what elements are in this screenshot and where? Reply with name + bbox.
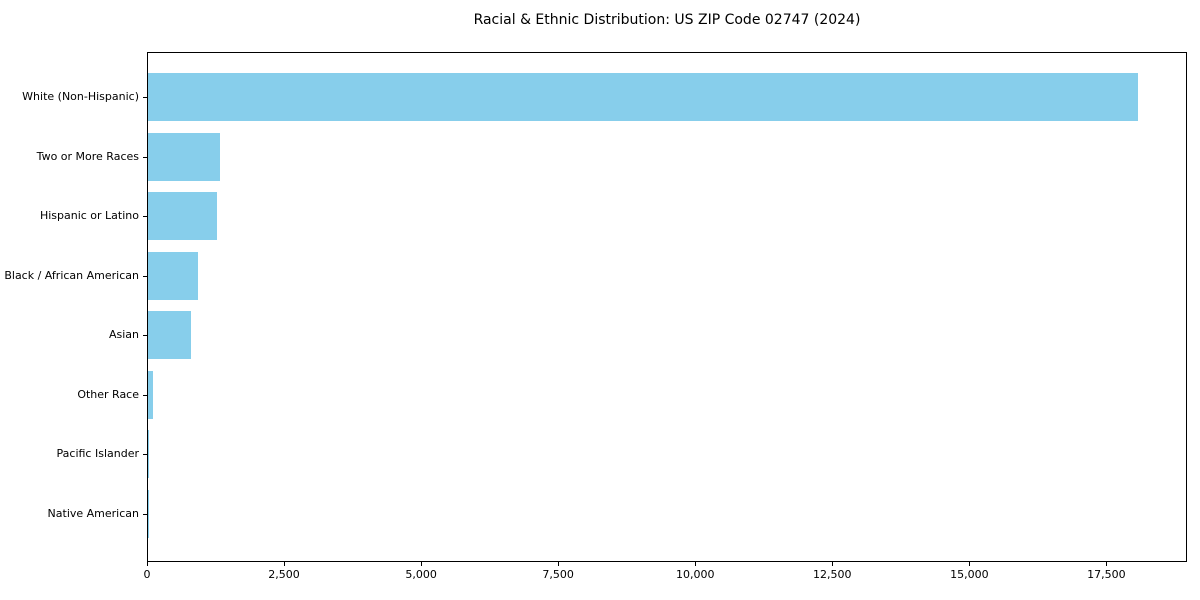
x-tick-mark (558, 562, 560, 566)
y-axis-label: Other Race (77, 387, 139, 401)
bar (148, 192, 217, 241)
y-axis-label: Native American (47, 507, 139, 520)
x-tick-label: 2,500 (268, 568, 300, 581)
y-tick-mark (143, 97, 147, 99)
y-tick-mark (143, 335, 147, 337)
y-axis-label: White (Non-Hispanic) (22, 90, 139, 104)
y-tick-mark (143, 156, 147, 158)
y-axis-label: Pacific Islander (56, 447, 139, 461)
y-axis-label: Black / African American (4, 268, 139, 282)
y-tick-mark (143, 216, 147, 218)
y-tick-mark (143, 514, 147, 515)
chart-title: Racial & Ethnic Distribution: US ZIP Cod… (473, 12, 861, 28)
x-tick-label: 0 (143, 568, 151, 581)
bar (148, 370, 153, 419)
y-tick-mark (143, 275, 147, 277)
x-tick-label: 17,500 (1087, 568, 1126, 581)
x-tick-mark (147, 562, 148, 566)
x-tick-label: 5,000 (405, 568, 437, 581)
bar (148, 311, 191, 360)
y-tick-mark (143, 454, 147, 456)
y-axis-label: Two or More Races (36, 149, 139, 163)
bar (148, 251, 199, 300)
x-tick-label: 10,000 (675, 568, 715, 581)
x-tick-mark (695, 562, 697, 566)
y-tick-mark (143, 394, 147, 396)
x-tick-mark (832, 562, 834, 566)
bar (148, 430, 149, 479)
x-tick-label: 7,500 (542, 568, 574, 581)
y-axis-label: Asian (108, 328, 139, 342)
x-tick-mark (1106, 562, 1108, 566)
x-tick-mark (969, 562, 971, 566)
y-axis-label: Hispanic or Latino (39, 209, 139, 223)
x-tick-label: 12,500 (813, 568, 852, 581)
plot-area (147, 52, 1187, 562)
x-tick-mark (421, 562, 423, 566)
bar (148, 132, 220, 181)
x-tick-label: 15,000 (950, 568, 989, 581)
x-tick-mark (284, 562, 286, 566)
bar (148, 73, 1139, 122)
